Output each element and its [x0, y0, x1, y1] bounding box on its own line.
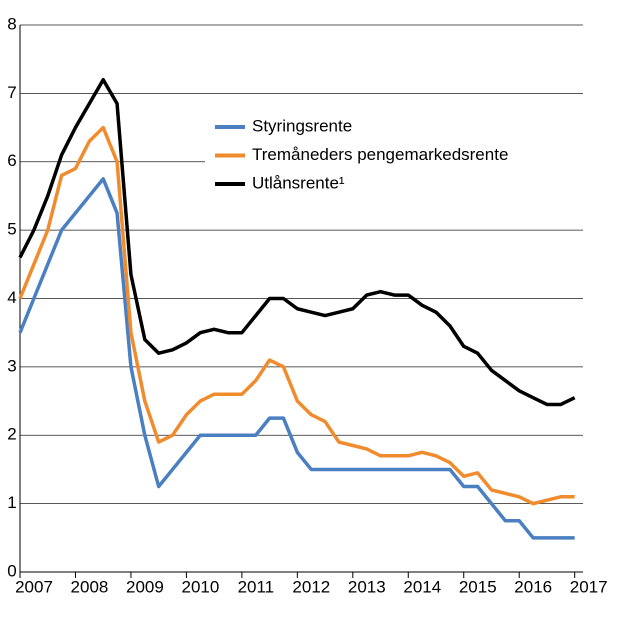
- y-tick-label: 5: [7, 220, 16, 239]
- x-tick-label: 2012: [292, 577, 330, 596]
- legend-label: Tremåneders pengemarkedsrente: [252, 145, 508, 164]
- y-tick-label: 3: [7, 356, 16, 375]
- y-tick-label: 1: [7, 493, 16, 512]
- x-tick-label: 2009: [126, 577, 164, 596]
- y-tick-label: 4: [7, 288, 16, 307]
- series-line: [18, 125, 575, 506]
- x-tick-label: 2013: [348, 577, 386, 596]
- legend-background: [205, 110, 595, 202]
- x-tick-label: 2016: [514, 577, 552, 596]
- series-line: [18, 77, 576, 407]
- x-tick-label: 2014: [403, 577, 441, 596]
- x-tick-label: 2010: [181, 577, 219, 596]
- y-tick-label: 8: [7, 14, 16, 33]
- x-tick-label: 2007: [15, 577, 53, 596]
- x-tick-label: 2015: [459, 577, 497, 596]
- series-line: [18, 177, 575, 540]
- x-tick-label: 2008: [71, 577, 109, 596]
- x-tick-label: 2017: [570, 577, 608, 596]
- y-tick-label: 2: [7, 425, 16, 444]
- y-tick-label: 7: [7, 83, 16, 102]
- y-tick-label: 0: [7, 561, 16, 580]
- legend-label: Styringsrente: [252, 116, 352, 135]
- y-tick-label: 6: [7, 151, 16, 170]
- legend-label: Utlånsrente¹: [252, 173, 345, 192]
- x-tick-label: 2011: [238, 577, 275, 596]
